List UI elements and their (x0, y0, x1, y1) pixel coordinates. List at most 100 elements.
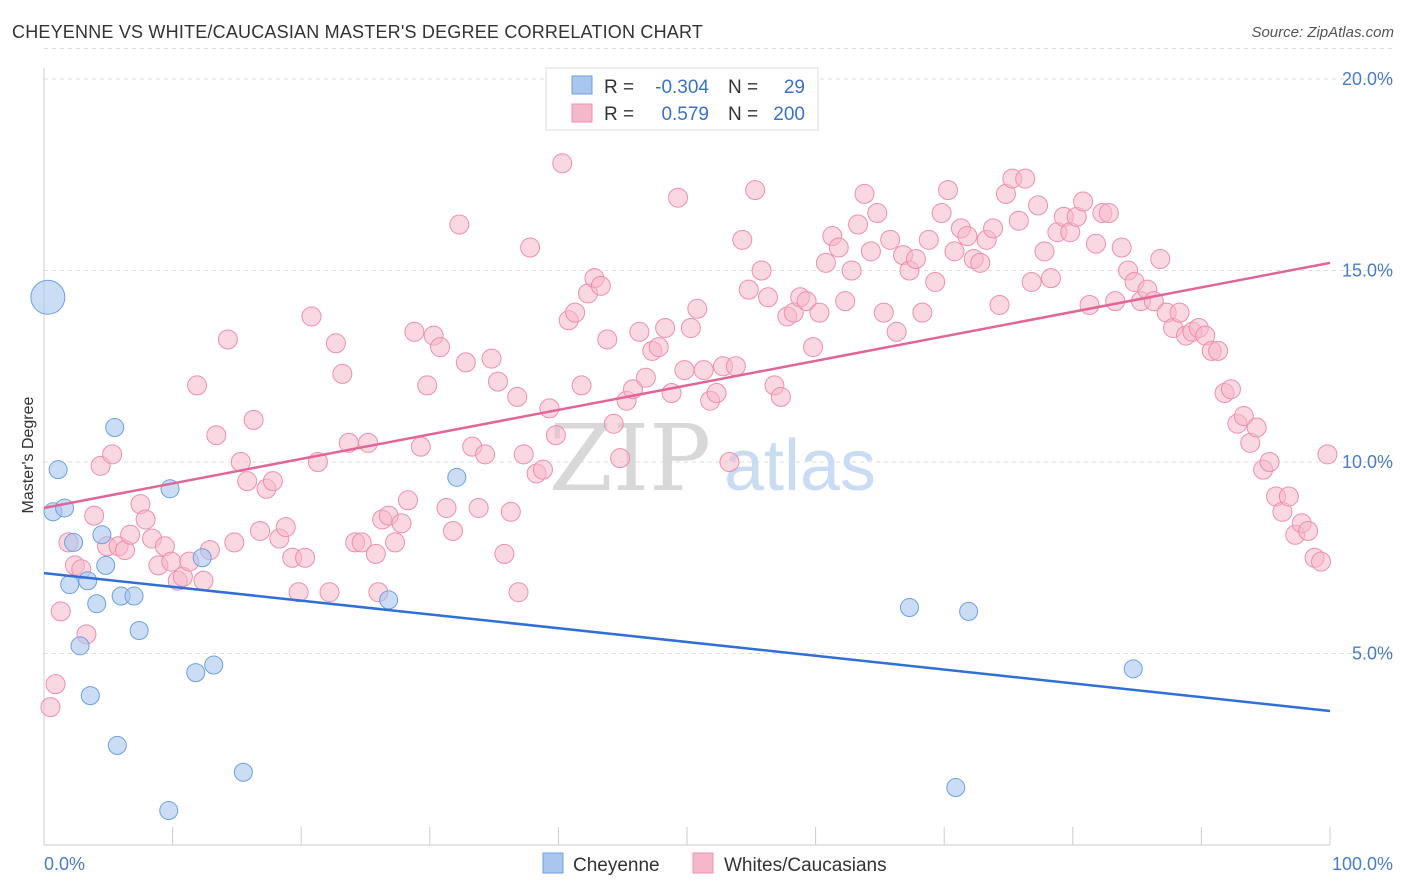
point-whites (667, 187, 688, 208)
point-whites (1105, 291, 1126, 312)
point-whites (50, 601, 71, 622)
point-whites (745, 180, 766, 201)
point-whites (815, 252, 836, 273)
point-whites (237, 471, 258, 492)
point-cheyenne (129, 621, 149, 641)
point-cheyenne (233, 762, 253, 782)
point-whites (597, 329, 618, 350)
point-whites (1040, 268, 1061, 289)
point-whites (397, 490, 418, 511)
point-whites (880, 229, 901, 250)
point-whites (385, 532, 406, 553)
grid-lines (44, 47, 1393, 654)
point-whites (873, 302, 894, 323)
point-whites (358, 432, 379, 453)
point-whites (635, 367, 656, 388)
point-whites (442, 520, 463, 541)
point-whites (918, 229, 939, 250)
source-label: Source: ZipAtlas.com (1251, 24, 1394, 41)
series-legend: Cheyenne Whites/Caucasians (542, 852, 887, 876)
point-whites (738, 279, 759, 300)
point-whites (430, 337, 451, 358)
point-whites (629, 321, 650, 342)
bottom-legend-label-cheyenne: Cheyenne (573, 855, 660, 876)
point-whites (332, 363, 353, 384)
point-whites (944, 241, 965, 262)
point-cheyenne (186, 663, 206, 683)
point-whites (603, 413, 624, 434)
point-whites (1278, 486, 1299, 507)
point-whites (1259, 452, 1280, 472)
point-whites (803, 337, 824, 358)
point-whites (250, 520, 271, 541)
point-whites (449, 214, 470, 235)
point-whites (828, 237, 849, 258)
legend-r-value-cheyenne: -0.304 (655, 77, 709, 98)
correlation-legend: R = -0.304 N = 29 R = 0.579 N = 200 (545, 67, 819, 131)
point-cheyenne (899, 598, 919, 618)
point-whites (1169, 302, 1190, 323)
point-whites (193, 570, 214, 591)
legend-swatch-cheyenne (571, 75, 593, 95)
point-whites (224, 532, 245, 553)
point-whites (983, 218, 1004, 239)
point-whites (571, 375, 592, 396)
point-whites (262, 471, 283, 492)
axes (43, 68, 1331, 846)
point-cheyenne (107, 735, 127, 755)
point-whites (1111, 237, 1132, 258)
point-whites (590, 275, 611, 296)
point-whites (325, 333, 346, 354)
point-whites (217, 329, 238, 350)
point-cheyenne (60, 575, 80, 595)
x-tick-label-max: 100.0% (1332, 854, 1393, 874)
point-whites (867, 203, 888, 224)
point-whites (552, 153, 573, 174)
point-whites (1317, 444, 1338, 465)
point-cheyenne (124, 586, 144, 606)
point-whites (507, 386, 528, 407)
point-whites (674, 360, 695, 381)
legend-n-value-cheyenne: 29 (784, 77, 805, 98)
point-whites (809, 302, 830, 323)
point-cheyenne (30, 279, 66, 315)
point-whites (1298, 520, 1319, 541)
point-whites (1028, 195, 1049, 216)
point-whites (725, 356, 746, 377)
point-cheyenne (159, 801, 179, 821)
point-whites (1015, 168, 1036, 189)
point-whites (500, 501, 521, 522)
legend-n-label-whites: N = (728, 104, 758, 125)
point-cheyenne (70, 636, 90, 656)
point-whites (770, 386, 791, 407)
series-whites-points (40, 153, 1338, 718)
y-tick-label-10: 10.0% (1342, 452, 1393, 472)
trend-lines (43, 261, 1331, 713)
point-whites (275, 517, 296, 538)
bottom-legend-label-whites: Whites/Caucasians (724, 855, 887, 876)
point-whites (319, 582, 340, 603)
point-whites (455, 352, 476, 373)
legend-r-value-whites: 0.579 (661, 104, 709, 125)
point-whites (539, 398, 560, 419)
point-whites (475, 444, 496, 465)
point-whites (841, 260, 862, 281)
y-tick-label-5: 5.0% (1352, 644, 1393, 664)
legend-n-label-cheyenne: N = (728, 77, 758, 98)
point-whites (970, 252, 991, 273)
point-whites (417, 375, 438, 396)
legend-r-label-cheyenne: R = (604, 77, 634, 98)
point-whites (468, 497, 489, 518)
point-cheyenne (96, 555, 116, 575)
legend-r-label-whites: R = (604, 104, 634, 125)
watermark-atlas: atlas (724, 426, 876, 506)
point-whites (706, 383, 727, 404)
point-whites (1034, 241, 1055, 262)
point-whites (732, 229, 753, 250)
point-whites (243, 409, 264, 430)
point-whites (1246, 417, 1267, 438)
y-tick-label-20: 20.0% (1342, 69, 1393, 89)
point-whites (687, 298, 708, 319)
point-whites (655, 317, 676, 338)
point-whites (295, 547, 316, 568)
